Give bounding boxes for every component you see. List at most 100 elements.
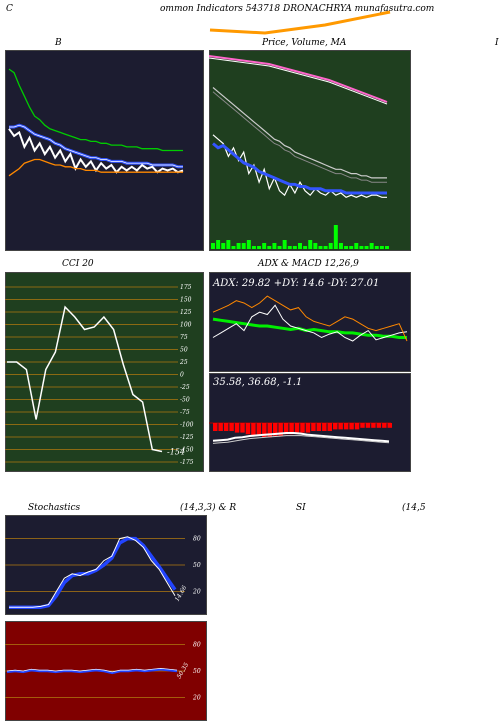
volume-bar [236, 243, 241, 249]
rsi-line-inner [6, 668, 178, 673]
volume-bar [282, 240, 287, 249]
macd-hist-bar [278, 423, 283, 436]
macd-chart: 35.58, 36.68, -1.1 [209, 373, 411, 472]
cci-panel: 175 150 125 100 75 50 25 0 -25 -50 -75 -100 -125 -150… [5, 272, 204, 472]
volume-bar [303, 246, 308, 249]
volume-bar [318, 246, 323, 249]
volume-bar [328, 243, 333, 249]
macd-hist-bar [218, 423, 223, 431]
cci-last-label: -154 [167, 448, 185, 457]
rsi-panel: 80 50 20 50.35 [5, 621, 207, 721]
volume-bar [251, 246, 256, 249]
rsi-panel-title: SI [296, 503, 306, 513]
bb-series-line [8, 68, 183, 152]
macd-hist-bar [354, 423, 360, 430]
stoch-k-line [9, 536, 176, 608]
volume-bar [221, 243, 226, 249]
macd-hist-bar [234, 423, 240, 433]
macd-hist-bar [327, 423, 332, 431]
macd-hist-bar [338, 423, 343, 430]
volume-bar [349, 246, 354, 249]
volume-bar [292, 246, 297, 249]
adx-panel: ADX: 29.82 +DY: 14.6 -DY: 27.01 [209, 272, 411, 372]
volume-bar [364, 246, 369, 249]
cci-tick-label: -50 [180, 397, 190, 404]
cci-panel-title: CCI 20 [62, 259, 94, 269]
cci-tick-label: -175 [180, 459, 194, 466]
cci-tick-label: 75 [180, 334, 188, 341]
adx-readout: ADX: 29.82 +DY: 14.6 -DY: 27.01 [212, 278, 379, 289]
cci-tick-label: -25 [180, 384, 190, 391]
price-upper-ma-line-2 [209, 57, 388, 105]
macd-hist-bar [251, 423, 256, 436]
volume-bar [333, 225, 338, 249]
macd-hist-bar [333, 423, 338, 430]
adx-chart: ADX: 29.82 +DY: 14.6 -DY: 27.01 [209, 272, 411, 372]
adx-macd-panel-title: ADX & MACD 12,26,9 [258, 259, 359, 269]
price-series-line [212, 87, 387, 179]
cci-tick-label: 175 [180, 284, 192, 291]
macd-hist-bar [240, 423, 245, 433]
adx-series-line [212, 295, 408, 342]
bollinger-panel [5, 50, 204, 251]
macd-hist-bar [294, 423, 300, 433]
price-panel-title: Price, Volume, MA [262, 38, 347, 48]
volume-bar [374, 246, 379, 249]
cci-tick-label: 100 [180, 322, 192, 329]
cci-tick-label: 150 [180, 297, 192, 304]
header-price-streak [209, 10, 391, 35]
panel-background [5, 272, 204, 472]
volume-bar [287, 246, 292, 249]
header-left-letter: C [6, 4, 13, 14]
panel-background [209, 272, 411, 372]
volume-bar [308, 240, 313, 249]
macd-hist-bar [343, 423, 349, 430]
volume-bar [298, 243, 302, 249]
right-cut-label: I [495, 38, 499, 48]
volume-bar [369, 243, 374, 249]
cci-tick-label: 125 [180, 309, 192, 316]
macd-hist-bar [360, 423, 365, 428]
macd-hist-bar [229, 423, 234, 431]
macd-hist-bar [223, 423, 229, 431]
cci-tick-label: -75 [180, 409, 190, 416]
volume-bar [272, 243, 277, 249]
macd-hist-bar [316, 423, 322, 431]
macd-hist-bar [365, 423, 371, 428]
bb-series-line [8, 158, 183, 177]
macd-line [212, 432, 390, 443]
volume-bar [216, 240, 221, 249]
macd-hist-bar [245, 423, 251, 435]
volume-bar [379, 246, 384, 249]
price-chart [209, 50, 411, 251]
volume-bar [226, 240, 231, 249]
volume-bar [338, 243, 343, 249]
volume-bar [313, 243, 318, 249]
price-series-line [212, 142, 387, 195]
rsi-tick-label: 20 [192, 694, 201, 701]
volume-bar [246, 240, 251, 249]
macd-hist-bar [387, 423, 392, 428]
cci-tick-label: 50 [180, 347, 188, 354]
macd-signal-line [212, 435, 390, 444]
price-upper-ma-line [209, 55, 388, 103]
macd-hist-bar [262, 423, 267, 438]
macd-hist-bar [213, 423, 218, 431]
macd-hist-bar [382, 423, 387, 428]
macd-hist-bar [371, 423, 376, 428]
stoch-panel-title: Stochastics [28, 503, 81, 513]
volume-bar [257, 246, 262, 249]
stoch-tick-label: 80 [193, 536, 201, 543]
macd-hist-bar [289, 423, 294, 435]
panel-background [209, 50, 411, 251]
bb-series-line-inner [9, 124, 183, 168]
cci-tick-label: 25 [179, 359, 188, 366]
macd-hist-bar [322, 423, 327, 431]
volume-bar [277, 246, 282, 249]
macd-hist-bar [273, 423, 278, 436]
volume-bar [231, 246, 236, 249]
rsi-params: (14,5 [402, 503, 426, 513]
rsi-tick-label: 80 [193, 642, 201, 649]
